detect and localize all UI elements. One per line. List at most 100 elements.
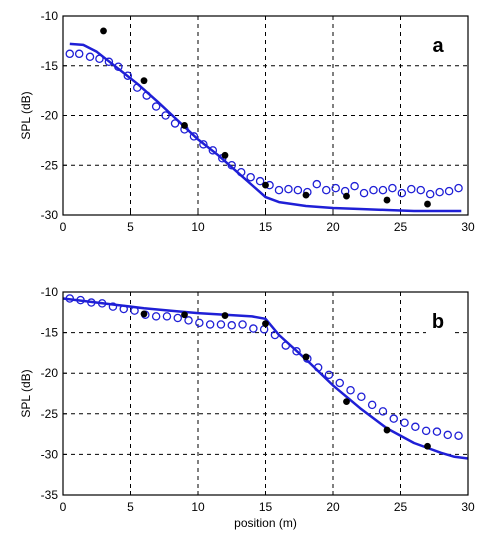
measured-dot-point — [424, 442, 431, 450]
open-circle-point — [97, 299, 107, 308]
y-axis-label: SPL (dB) — [19, 91, 33, 139]
open-circle-point — [142, 91, 151, 100]
open-circle-point — [151, 102, 161, 111]
open-circle-point — [444, 186, 454, 196]
x-tick-label: 5 — [127, 500, 134, 514]
panel-label: b — [432, 311, 444, 333]
y-tick-label: -25 — [41, 407, 59, 421]
y-tick-label: -30 — [41, 208, 59, 222]
open-circle-point — [95, 54, 104, 64]
open-circle-point — [281, 341, 290, 350]
measured-dot-point — [262, 181, 269, 189]
panel-b: 0 5 10 15 20 25 30 -10 -15 -20 -25 -30 -35 b SPL (dB) p… — [19, 285, 475, 530]
open-circle-point — [184, 316, 193, 325]
measured-dot-point — [302, 191, 310, 199]
measured-dot-point — [343, 398, 350, 406]
y-tick-label: -25 — [41, 158, 59, 172]
open-circle-point — [435, 187, 444, 197]
x-tick-label: 15 — [259, 500, 273, 514]
open-circle-point — [293, 185, 303, 195]
x-tick-label: 25 — [394, 220, 408, 234]
panel-label-bg — [426, 32, 452, 60]
open-circle-point — [324, 370, 334, 380]
open-circle-point — [270, 330, 280, 340]
open-circle-point — [378, 185, 388, 195]
open-circle-point — [65, 294, 75, 303]
open-circle-point — [274, 185, 284, 195]
y-tick-label: -20 — [41, 366, 59, 380]
open-circle-point — [255, 176, 265, 186]
measured-dot-point — [383, 426, 391, 434]
open-circle-point — [227, 321, 236, 330]
x-tick-label: 15 — [259, 220, 273, 234]
x-tick-label: 10 — [191, 500, 205, 514]
open-circle-point — [388, 183, 397, 193]
y-tick-label: -30 — [41, 447, 59, 461]
open-circle-point — [292, 347, 301, 356]
x-tick-label: 0 — [60, 220, 67, 234]
panel-a: 0 5 10 15 20 25 30 -10 -15 -20 -25 -30 a SPL (dB) — [19, 9, 475, 234]
open-circle-point — [87, 298, 96, 307]
x-tick-label: 30 — [461, 500, 475, 514]
open-circle-point — [132, 83, 142, 92]
open-circle-point — [421, 426, 431, 436]
open-circle-point — [238, 320, 247, 329]
open-circle-point — [119, 304, 129, 314]
open-circle-point — [74, 49, 84, 59]
open-circle-point — [236, 167, 246, 177]
x-tick-label: 0 — [60, 500, 67, 514]
open-circle-point — [416, 185, 425, 195]
open-circle-point — [443, 430, 452, 440]
y-tick-label: -10 — [41, 285, 59, 299]
measured-dot-point — [302, 353, 310, 361]
open-circle-point — [123, 71, 133, 80]
open-circle-point — [284, 184, 293, 194]
open-circle-point — [357, 392, 366, 401]
open-circle-point — [425, 189, 435, 199]
open-circle-point — [173, 313, 182, 323]
x-tick-label: 30 — [461, 220, 475, 234]
plot-frame — [62, 15, 469, 216]
open-circle-point — [411, 422, 420, 432]
model-line-series — [62, 297, 469, 460]
open-circle-point — [130, 306, 139, 315]
y-tick-label: -15 — [41, 59, 59, 73]
open-circle-point — [199, 140, 208, 149]
y-tick-label: -20 — [41, 109, 59, 123]
open-circle-point — [114, 62, 123, 71]
open-circle-point — [227, 160, 236, 170]
open-circle-point — [454, 183, 463, 193]
y-axis-label: SPL (dB) — [19, 369, 33, 417]
y-tick-label: -10 — [41, 9, 59, 23]
x-tick-label: 25 — [394, 500, 408, 514]
y-tick-label: -15 — [41, 326, 59, 340]
open-circle-point — [162, 312, 172, 321]
y-tick-label: -35 — [41, 488, 59, 502]
measured-dot-point — [181, 122, 188, 129]
open-circle-point — [205, 320, 215, 329]
panel-label: a — [432, 35, 444, 57]
open-circle-point — [454, 431, 463, 440]
open-circle-point — [108, 302, 118, 311]
open-circle-point — [397, 188, 407, 198]
open-circle-point — [76, 295, 85, 305]
open-circle-point — [216, 320, 226, 329]
open-circle-point — [195, 318, 204, 328]
open-circle-point — [331, 183, 340, 193]
measured-dot-point — [181, 311, 188, 319]
x-tick-label: 20 — [326, 500, 340, 514]
open-circle-point — [312, 179, 322, 189]
measured-dot-point — [424, 200, 431, 208]
open-circle-point — [151, 312, 161, 321]
open-circle-point — [350, 181, 359, 191]
open-circle-point — [161, 111, 170, 120]
open-circle-point — [189, 132, 199, 141]
open-circle-point — [367, 400, 377, 410]
measured-dot-point — [221, 312, 229, 319]
open-circle-point — [104, 57, 114, 67]
x-tick-label: 5 — [127, 220, 134, 234]
measured-dot-point — [100, 27, 107, 35]
x-axis-label: position (m) — [234, 516, 297, 530]
measured-dot-point — [343, 192, 350, 200]
